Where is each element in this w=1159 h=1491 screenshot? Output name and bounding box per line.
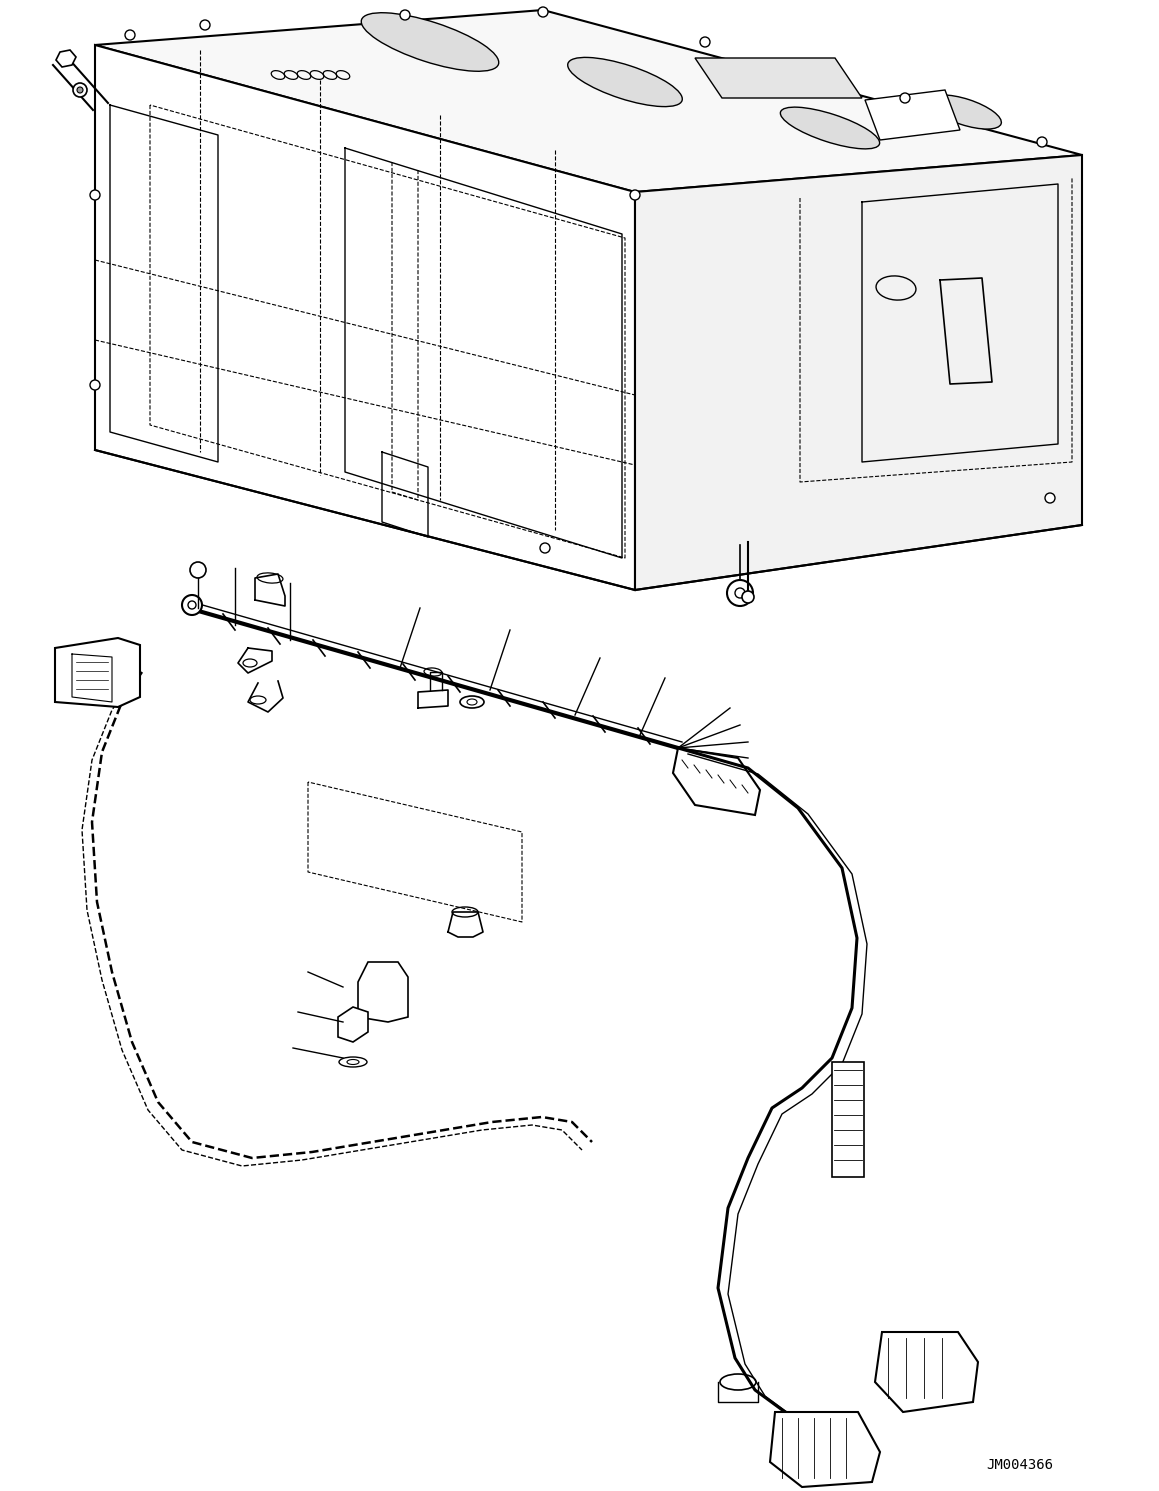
Ellipse shape: [568, 57, 683, 106]
Ellipse shape: [362, 13, 498, 72]
Polygon shape: [695, 58, 862, 98]
Bar: [832, 1062, 863, 1176]
Polygon shape: [95, 45, 635, 590]
Polygon shape: [358, 962, 408, 1021]
Circle shape: [538, 7, 548, 16]
Circle shape: [90, 189, 100, 200]
Polygon shape: [54, 638, 140, 707]
Circle shape: [76, 86, 83, 92]
Circle shape: [901, 92, 910, 103]
Ellipse shape: [780, 107, 880, 149]
Polygon shape: [770, 1412, 880, 1487]
Circle shape: [700, 37, 710, 48]
Circle shape: [190, 562, 206, 579]
Polygon shape: [865, 89, 960, 140]
Circle shape: [540, 543, 551, 553]
Polygon shape: [338, 1006, 369, 1042]
Polygon shape: [95, 10, 1083, 192]
Circle shape: [90, 380, 100, 391]
Polygon shape: [635, 155, 1083, 590]
Polygon shape: [56, 51, 76, 67]
Circle shape: [125, 30, 134, 40]
Polygon shape: [875, 1331, 978, 1412]
Circle shape: [201, 19, 210, 30]
Circle shape: [1037, 137, 1047, 148]
Circle shape: [182, 595, 202, 614]
Ellipse shape: [928, 95, 1001, 130]
Circle shape: [1045, 494, 1055, 502]
Circle shape: [742, 590, 755, 602]
Circle shape: [400, 10, 410, 19]
Circle shape: [73, 83, 87, 97]
Circle shape: [630, 189, 640, 200]
Text: JM004366: JM004366: [986, 1458, 1054, 1472]
Polygon shape: [673, 748, 760, 816]
